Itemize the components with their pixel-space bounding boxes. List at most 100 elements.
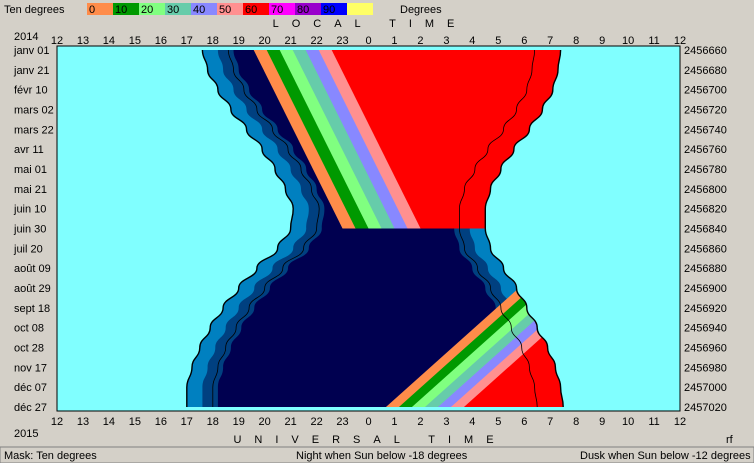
local-hour-label: 17	[181, 35, 193, 47]
sunrise-line	[484, 49, 564, 408]
legend-swatch	[191, 3, 217, 15]
date-label: févr 10	[14, 85, 48, 97]
date-axis: janv 01 janv 21 févr 10 mars 02 mars 22 avr 1…	[13, 45, 54, 414]
ut-hour-label: 20	[259, 416, 271, 428]
ut-hour-label: 15	[129, 416, 141, 428]
date-label: janv 21	[13, 65, 49, 77]
ut-hour-label: 9	[599, 416, 605, 428]
julian-day-label: 2456940	[684, 323, 727, 335]
local-hour-label: 8	[573, 35, 579, 47]
ut-hour-label: 16	[155, 416, 167, 428]
date-label: août 29	[14, 283, 51, 295]
legend-swatch-label: 70	[271, 4, 283, 16]
legend-swatch	[87, 3, 113, 15]
local-hour-label: 20	[259, 35, 271, 47]
local-hour-label: 2	[417, 35, 423, 47]
date-label: nov 17	[14, 362, 47, 374]
julian-day-label: 2456900	[684, 283, 727, 295]
ut-hour-label: 2	[417, 416, 423, 428]
local-hour-label: 7	[547, 35, 553, 47]
universal-time-ticks: 12 13 14 15 16 17 18 19 20 21 22 23 0 1 2 3 4 5 6 7 8 9 10 11 12	[51, 416, 686, 428]
local-hour-label: 15	[129, 35, 141, 47]
ut-hour-label: 0	[365, 416, 371, 428]
legend-title: Ten degrees	[4, 4, 65, 16]
status-night: Night when Sun below -18 degrees	[296, 450, 468, 462]
legend-swatches: 0 10 20 30 40 50 60 70 80 90	[87, 3, 373, 16]
corner-mark: rf	[726, 434, 734, 446]
sunset-line	[186, 49, 294, 407]
julian-day-label: 2456840	[684, 224, 727, 236]
local-hour-label: 14	[103, 35, 115, 47]
legend-swatch	[347, 3, 373, 15]
status-bar	[0, 446, 754, 463]
ut-hour-label: 14	[103, 416, 115, 428]
julian-day-axis: 2456660 2456680 2456700 2456720 2456740 24567…	[684, 45, 727, 414]
ut-hour-label: 22	[310, 416, 322, 428]
dawn-line	[459, 49, 538, 408]
status-mask: Mask: Ten degrees	[4, 450, 97, 462]
local-time-ticks: 12 13 14 15 16 17 18 19 20 21 22 23 0 1 2 3 4 5 6 7 8 9 10 11 12	[51, 35, 686, 47]
legend-swatch	[217, 3, 243, 15]
local-hour-label: 12	[674, 35, 686, 47]
julian-day-label: 2456720	[684, 105, 727, 117]
legend-swatch	[113, 3, 139, 15]
ut-hour-label: 6	[521, 416, 527, 428]
date-label: mai 01	[14, 164, 47, 176]
ut-hour-label: 8	[573, 416, 579, 428]
legend-swatch-label: 0	[89, 4, 95, 16]
ut-hour-label: 5	[495, 416, 501, 428]
legend-swatch	[165, 3, 191, 15]
legend-swatch	[139, 3, 165, 15]
julian-day-label: 2456820	[684, 204, 727, 216]
year-start: 2014	[14, 31, 38, 43]
legend-swatch-label: 10	[115, 4, 127, 16]
year-end: 2015	[14, 428, 38, 440]
julian-day-label: 2456960	[684, 343, 727, 355]
local-hour-label: 16	[155, 35, 167, 47]
julian-day-label: 2456760	[684, 144, 727, 156]
legend-unit: Degrees	[400, 4, 442, 16]
ut-hour-label: 19	[233, 416, 245, 428]
date-label: mai 21	[14, 184, 47, 196]
julian-day-label: 2456800	[684, 184, 727, 196]
ut-hour-label: 3	[443, 416, 449, 428]
legend-swatch-label: 80	[297, 4, 309, 16]
ut-hour-label: 12	[674, 416, 686, 428]
ut-hour-label: 11	[648, 416, 659, 428]
date-label: sept 18	[14, 303, 50, 315]
julian-day-label: 2456740	[684, 124, 727, 136]
legend-swatch-label: 50	[219, 4, 231, 16]
date-label: oct 28	[14, 343, 44, 355]
julian-day-label: 2456660	[684, 45, 727, 57]
plot-area	[56, 45, 681, 412]
julian-day-label: 2456780	[684, 164, 727, 176]
date-label: août 09	[14, 263, 51, 275]
date-label: oct 08	[14, 323, 44, 335]
local-hour-label: 5	[495, 35, 501, 47]
julian-day-label: 2457020	[684, 402, 727, 414]
legend-swatch	[321, 3, 347, 15]
date-label: juil 20	[13, 243, 43, 255]
local-hour-label: 1	[391, 35, 397, 47]
ut-hour-label: 10	[622, 416, 634, 428]
julian-day-label: 2456860	[684, 243, 727, 255]
date-label: déc 27	[14, 402, 47, 414]
legend-swatch	[243, 3, 269, 15]
ut-hour-label: 7	[547, 416, 553, 428]
date-label: mars 02	[14, 105, 54, 117]
local-time-label: LOCAL TIME	[273, 18, 468, 30]
julian-day-label: 2456980	[684, 362, 727, 374]
local-hour-label: 21	[285, 35, 297, 47]
legend-swatch	[295, 3, 321, 15]
ut-hour-label: 18	[207, 416, 219, 428]
local-hour-label: 9	[599, 35, 605, 47]
legend-swatch-label: 90	[323, 4, 335, 16]
local-hour-label: 12	[51, 35, 63, 47]
altitude-band	[329, 50, 564, 229]
date-label: avr 11	[14, 144, 44, 156]
universal-time-label: UNIVERSAL TIME	[233, 434, 506, 446]
local-hour-label: 0	[365, 35, 371, 47]
ut-hour-label: 17	[181, 416, 193, 428]
local-hour-label: 18	[207, 35, 219, 47]
